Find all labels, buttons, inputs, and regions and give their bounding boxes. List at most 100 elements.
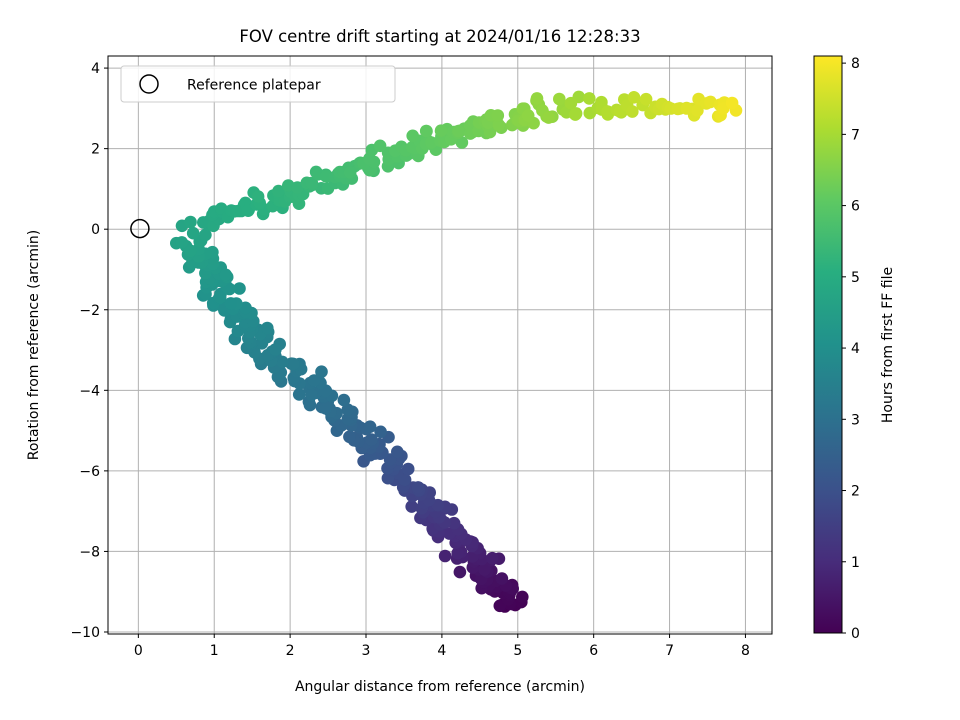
scatter-point xyxy=(447,516,461,530)
scatter-point xyxy=(639,92,653,106)
scatter-point xyxy=(542,111,555,124)
scatter-point xyxy=(287,357,300,371)
scatter-point xyxy=(291,181,304,194)
legend: Reference platepar xyxy=(120,65,396,103)
scatter-point xyxy=(627,91,641,104)
scatter-point xyxy=(292,388,306,401)
scatter-point xyxy=(411,481,425,494)
y-tick-label: −6 xyxy=(79,464,100,480)
scatter-point xyxy=(184,215,197,229)
y-tick-label: 0 xyxy=(91,222,100,238)
x-tick-label: 1 xyxy=(210,643,219,659)
colorbar-tick-label: 5 xyxy=(851,270,860,286)
colorbar-tick-label: 3 xyxy=(851,412,860,428)
colorbar-tick-label: 8 xyxy=(851,56,860,72)
scatter-point xyxy=(315,365,328,379)
scatter-point xyxy=(175,236,189,249)
scatter-point xyxy=(307,374,321,387)
colorbar-ticks: 0 1 2 3 4 5 6 7 8 xyxy=(842,56,860,642)
x-tick-label: 5 xyxy=(513,643,522,659)
scatter-point xyxy=(680,102,693,115)
y-tick-label: −8 xyxy=(79,544,100,560)
scatter-point xyxy=(184,244,197,258)
y-tick-label: −2 xyxy=(79,303,100,319)
scatter-point xyxy=(186,226,200,240)
scatter-point xyxy=(337,393,351,407)
scatter-point xyxy=(373,139,387,153)
colorbar-tick-label: 7 xyxy=(851,127,860,143)
scatter-point xyxy=(365,433,378,446)
y-tick-label: 4 xyxy=(91,61,100,77)
x-tick-label: 4 xyxy=(437,643,446,659)
colorbar-tick-label: 0 xyxy=(851,626,860,642)
y-axis-ticks: −10 −8 −6 −4 −2 0 2 4 xyxy=(70,61,108,641)
x-tick-label: 3 xyxy=(362,643,371,659)
reference-platepar-marker xyxy=(130,218,150,239)
legend-marker-icon xyxy=(139,74,159,94)
scatter-point xyxy=(626,105,639,118)
x-tick-label: 0 xyxy=(134,643,143,659)
scatter-point xyxy=(224,297,238,310)
x-tick-label: 7 xyxy=(665,643,674,659)
scatter-point xyxy=(530,92,544,105)
points-layer xyxy=(170,90,743,613)
colorbar-tick-label: 1 xyxy=(851,555,860,571)
scatter-point xyxy=(343,166,357,179)
scatter-point xyxy=(305,388,318,402)
scatter-point xyxy=(455,136,469,149)
colorbar-tick-label: 2 xyxy=(851,484,860,500)
colorbar-tick-label: 4 xyxy=(851,341,860,357)
plot-frame xyxy=(107,55,773,635)
scatter-point xyxy=(483,125,497,139)
scatter-point xyxy=(553,92,566,106)
scatter-point xyxy=(495,572,509,585)
colorbar-tick-label: 6 xyxy=(851,199,860,215)
scatter-point xyxy=(564,96,578,110)
x-axis-ticks: 0 1 2 3 4 5 6 7 8 xyxy=(134,634,750,659)
scatter-point xyxy=(343,430,356,444)
grid-layer xyxy=(108,56,772,634)
scatter-point xyxy=(478,563,491,576)
scatter-point xyxy=(199,228,212,242)
scatter-point xyxy=(521,109,535,122)
scatter-point xyxy=(486,551,499,565)
scatter-point xyxy=(452,124,465,138)
scatter-point xyxy=(691,104,704,117)
scatter-point xyxy=(491,109,505,122)
scatter-point xyxy=(438,549,452,563)
chart-title: FOV centre drift starting at 2024/01/16 … xyxy=(239,27,640,46)
scatter-point xyxy=(419,124,433,138)
y-tick-label: −10 xyxy=(70,625,100,641)
scatter-point xyxy=(272,184,285,198)
scatter-point xyxy=(251,190,265,203)
scatter-point xyxy=(405,500,419,513)
x-tick-label: 6 xyxy=(589,643,598,659)
scatter-point xyxy=(516,590,529,604)
scatter-point xyxy=(434,124,448,137)
x-tick-label: 8 xyxy=(741,643,750,659)
scatter-point xyxy=(261,321,274,335)
scatter-point xyxy=(269,343,282,356)
scatter-point xyxy=(233,282,246,295)
scatter-point xyxy=(374,425,387,439)
scatter-point xyxy=(406,129,420,143)
colorbar xyxy=(813,55,843,634)
scatter-point xyxy=(451,546,465,560)
scatter-point xyxy=(341,403,355,417)
y-tick-label: 2 xyxy=(91,142,100,158)
scatter-point xyxy=(215,202,228,215)
x-axis-label: Angular distance from reference (arcmin) xyxy=(295,679,585,695)
scatter-point xyxy=(492,118,506,132)
scatter-point xyxy=(213,291,227,304)
scatter-point xyxy=(671,102,685,116)
x-tick-label: 2 xyxy=(286,643,295,659)
legend-entry-reference-platepar: Reference platepar xyxy=(187,78,321,94)
scatter-point xyxy=(391,445,404,459)
scatter-point xyxy=(219,268,232,282)
scatter-point xyxy=(401,462,415,476)
legend-box xyxy=(120,65,396,103)
colorbar-label: Hours from first FF file xyxy=(880,267,896,423)
y-axis-label: Rotation from reference (arcmin) xyxy=(26,230,42,460)
scatter-point xyxy=(583,92,596,105)
